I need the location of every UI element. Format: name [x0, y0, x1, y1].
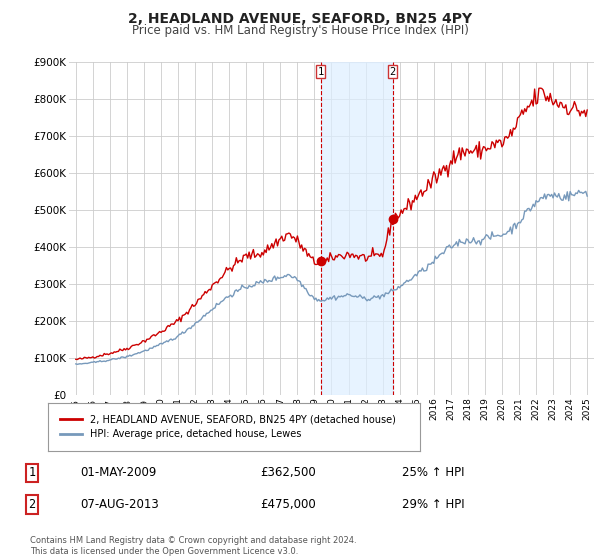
Text: 25% ↑ HPI: 25% ↑ HPI — [401, 466, 464, 479]
Text: £362,500: £362,500 — [260, 466, 316, 479]
Text: 1: 1 — [317, 67, 324, 77]
Text: £475,000: £475,000 — [260, 498, 316, 511]
Bar — [321, 62, 392, 395]
Text: Price paid vs. HM Land Registry's House Price Index (HPI): Price paid vs. HM Land Registry's House … — [131, 24, 469, 36]
Text: Contains HM Land Registry data © Crown copyright and database right 2024.
This d: Contains HM Land Registry data © Crown c… — [30, 536, 356, 556]
Text: 07-AUG-2013: 07-AUG-2013 — [80, 498, 159, 511]
Text: 01-MAY-2009: 01-MAY-2009 — [80, 466, 157, 479]
Text: 1: 1 — [29, 466, 35, 479]
Legend: 2, HEADLAND AVENUE, SEAFORD, BN25 4PY (detached house), HPI: Average price, deta: 2, HEADLAND AVENUE, SEAFORD, BN25 4PY (d… — [56, 410, 400, 444]
Text: 2, HEADLAND AVENUE, SEAFORD, BN25 4PY: 2, HEADLAND AVENUE, SEAFORD, BN25 4PY — [128, 12, 472, 26]
Text: 2: 2 — [29, 498, 35, 511]
Text: 2: 2 — [389, 67, 396, 77]
Text: 29% ↑ HPI: 29% ↑ HPI — [401, 498, 464, 511]
